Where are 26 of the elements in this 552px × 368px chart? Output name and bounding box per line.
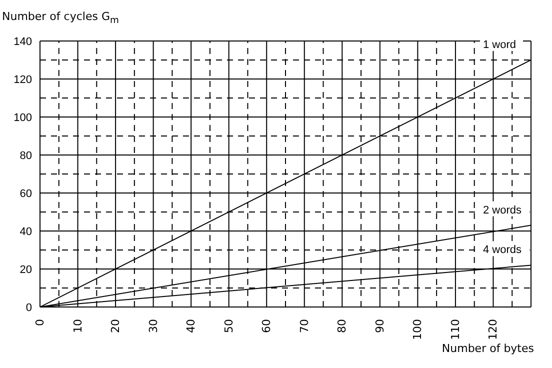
x-tick-label: 50 (222, 319, 236, 333)
x-tick-label: 10 (71, 319, 84, 333)
y-tick-label: 140 (14, 36, 32, 48)
x-tick-label: 110 (448, 319, 462, 340)
y-tick-label: 80 (20, 150, 32, 162)
x-tick-label: 80 (336, 319, 349, 333)
series-label: 1 word (483, 39, 516, 51)
y-tick-label: 60 (20, 188, 32, 200)
x-tick-label: 100 (411, 319, 424, 340)
series-label: 2 words (483, 204, 522, 216)
x-tick-label: 30 (146, 319, 160, 333)
x-tick-label: 20 (109, 319, 122, 333)
y-axis-title: Number of cycles G$_{m}$ (2, 10, 119, 26)
x-tick-label: 60 (260, 319, 274, 333)
y-tick-label: 40 (20, 226, 32, 238)
y-tick-label: 100 (14, 112, 32, 124)
x-axis-title: Number of bytes (442, 342, 534, 355)
x-tick-label: 70 (298, 319, 311, 333)
series-label: 4 words (483, 244, 522, 256)
y-tick-label: 0 (26, 302, 32, 314)
y-tick-label: 20 (20, 264, 32, 276)
y-tick-label: 120 (14, 74, 32, 86)
x-tick-label: 120 (486, 319, 500, 340)
x-tick-label: 0 (34, 319, 46, 326)
x-tick-label: 90 (373, 319, 386, 333)
x-tick-label: 40 (184, 319, 198, 333)
